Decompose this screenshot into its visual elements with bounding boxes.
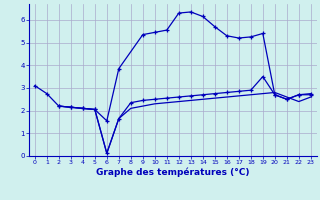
X-axis label: Graphe des températures (°C): Graphe des températures (°C) — [96, 168, 250, 177]
